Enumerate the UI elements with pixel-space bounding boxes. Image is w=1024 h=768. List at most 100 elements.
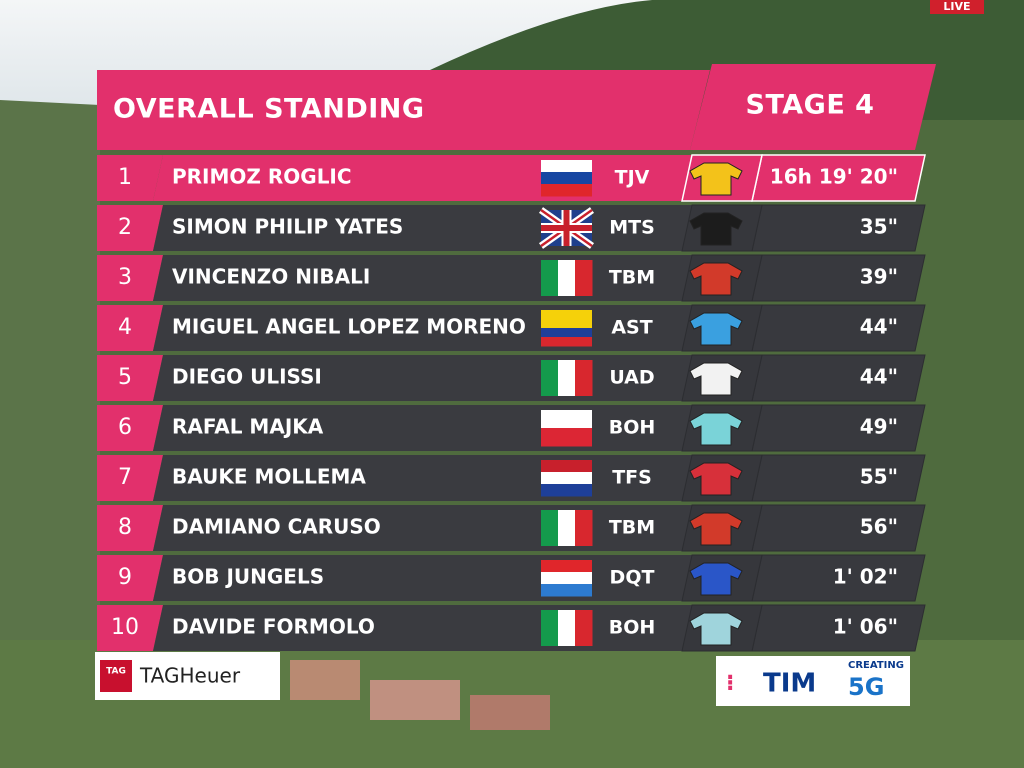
rank-cell — [97, 255, 163, 301]
tag-badge-text: TAG — [106, 667, 126, 677]
flag — [541, 572, 592, 585]
flag — [541, 160, 592, 173]
stage-bar — [690, 64, 936, 150]
rank-cell — [97, 605, 163, 651]
jersey — [689, 512, 743, 546]
time-cell — [751, 404, 926, 452]
time: 44" — [860, 365, 898, 389]
team: TBM — [609, 267, 655, 289]
flag — [541, 510, 559, 546]
rank-cell — [97, 155, 163, 201]
rank: 4 — [118, 315, 132, 340]
live-badge — [930, 0, 984, 14]
team: UAD — [609, 367, 654, 389]
time: 56" — [860, 515, 898, 539]
jersey — [689, 462, 743, 496]
time-cell — [751, 354, 926, 402]
time-cell — [751, 204, 926, 252]
title: OVERALL STANDING — [113, 94, 425, 125]
flag — [541, 184, 592, 197]
flag — [541, 560, 592, 573]
rank: 6 — [118, 415, 132, 440]
flag — [541, 210, 592, 246]
team: MTS — [609, 217, 655, 239]
tim-icon: ⁝ — [726, 671, 734, 696]
team: AST — [611, 317, 652, 339]
rank-cell — [97, 305, 163, 351]
time-cell — [751, 454, 926, 502]
flag — [541, 472, 592, 485]
flag — [575, 260, 593, 296]
flag — [541, 172, 592, 185]
flag — [541, 484, 592, 497]
rank-cell — [97, 405, 163, 451]
team: TFS — [612, 467, 652, 489]
rider-name: DIEGO ULISSI — [172, 365, 322, 389]
sponsor-tag: CREATING — [848, 660, 904, 671]
jersey — [689, 312, 743, 346]
rank: 8 — [118, 515, 132, 540]
time: 55" — [860, 465, 898, 489]
flag — [558, 510, 576, 546]
rider-name: BOB JUNGELS — [172, 565, 324, 589]
time: 35" — [860, 215, 898, 239]
jersey — [689, 612, 743, 646]
rank: 10 — [111, 615, 139, 640]
jersey — [689, 212, 743, 246]
jersey — [689, 362, 743, 396]
team: BOH — [609, 617, 656, 639]
rider-name: RAFAL MAJKA — [172, 415, 324, 439]
team: TJV — [615, 167, 650, 189]
rank: 3 — [118, 265, 132, 290]
time: 44" — [860, 315, 898, 339]
rank-cell — [97, 355, 163, 401]
flag — [541, 310, 592, 320]
flag — [541, 337, 592, 347]
jersey — [689, 262, 743, 296]
rank-cell — [97, 505, 163, 551]
flag — [541, 260, 559, 296]
time: 49" — [860, 415, 898, 439]
table: 1 PRIMOZ ROGLIC TJV 16h 19' 20" 2 SIMON PHILI… — [97, 154, 926, 652]
sponsor-right — [716, 656, 910, 706]
flag — [541, 328, 592, 338]
rider-name: MIGUEL ANGEL LOPEZ MORENO — [172, 315, 526, 339]
time: 1' 06" — [833, 615, 898, 639]
stage: STAGE 4 — [746, 90, 875, 121]
team: BOH — [609, 417, 656, 439]
flag — [541, 360, 559, 396]
house — [370, 680, 460, 720]
rank-cell — [97, 455, 163, 501]
flag — [541, 319, 592, 329]
jersey — [689, 562, 743, 596]
sponsor-5g: 5G — [848, 673, 884, 701]
time-cell — [751, 504, 926, 552]
rider-name: DAMIANO CARUSO — [172, 515, 381, 539]
rider-name: PRIMOZ ROGLIC — [172, 165, 352, 189]
hillside — [0, 100, 100, 768]
rank-cell — [97, 205, 163, 251]
house — [470, 695, 550, 730]
time: 16h 19' 20" — [770, 165, 898, 189]
sponsor-right-text: TIM — [763, 669, 816, 699]
time-cell — [751, 304, 926, 352]
flag — [541, 410, 592, 429]
house — [290, 660, 360, 700]
rider-name: SIMON PHILIP YATES — [172, 215, 403, 239]
flag — [575, 610, 593, 646]
time: 1' 02" — [833, 565, 898, 589]
rank: 5 — [118, 365, 132, 390]
flag — [575, 360, 593, 396]
live-text: LIVE — [943, 0, 970, 13]
rank: 1 — [118, 165, 132, 190]
time-cell — [751, 254, 926, 302]
rank: 9 — [118, 565, 132, 590]
flag — [541, 584, 592, 597]
rider-name: DAVIDE FORMOLO — [172, 615, 375, 639]
rank-cell — [97, 555, 163, 601]
flag — [541, 610, 559, 646]
tag-badge — [100, 660, 132, 692]
team: TBM — [609, 517, 655, 539]
rank: 2 — [118, 215, 132, 240]
